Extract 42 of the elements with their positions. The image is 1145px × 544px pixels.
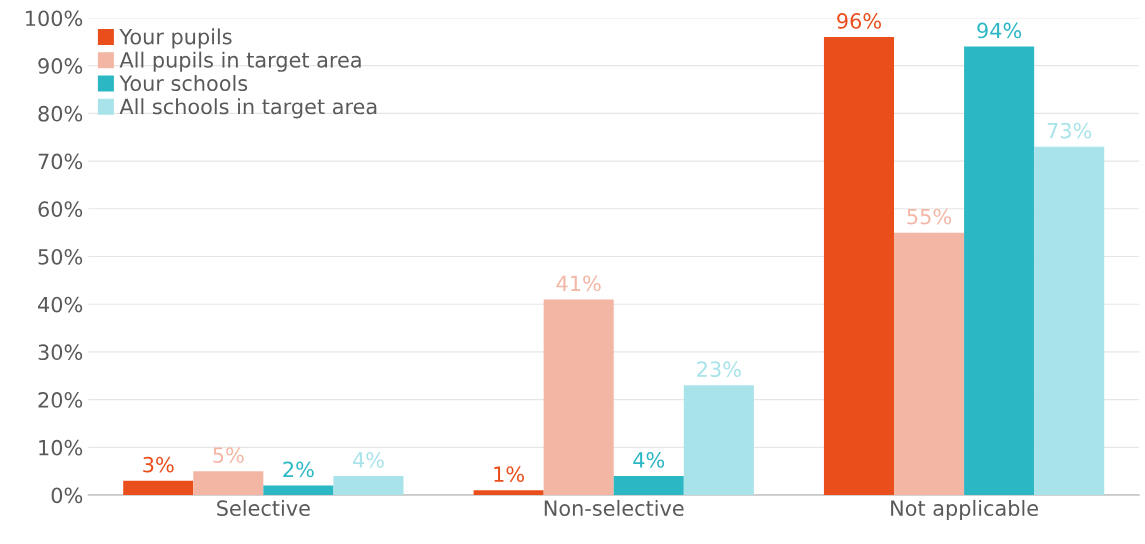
y-tick-label: 30% bbox=[38, 344, 83, 361]
bar bbox=[964, 46, 1035, 496]
bar bbox=[333, 475, 404, 496]
bar bbox=[123, 480, 194, 496]
data-label: 1% bbox=[494, 466, 524, 483]
y-tick-label: 0% bbox=[51, 487, 83, 504]
y-tick-label: 90% bbox=[38, 58, 83, 74]
data-label: 23% bbox=[697, 361, 741, 378]
legend-label: All schools in target area bbox=[119, 98, 377, 119]
bar bbox=[473, 490, 544, 496]
data-label: 5% bbox=[213, 447, 244, 463]
bar bbox=[193, 471, 264, 496]
bar bbox=[1034, 146, 1105, 496]
y-tick-label: 80% bbox=[38, 105, 83, 122]
y-tick-label: 70% bbox=[38, 153, 83, 170]
x-tick-label: Non-selective bbox=[544, 499, 684, 517]
data-label: 73% bbox=[1047, 122, 1092, 139]
bar bbox=[263, 485, 334, 496]
y-tick-label: 20% bbox=[38, 392, 83, 408]
bar bbox=[683, 385, 754, 496]
data-label: 4% bbox=[633, 451, 665, 468]
data-label: 2% bbox=[283, 461, 314, 478]
bar bbox=[894, 232, 965, 496]
y-tick-label: 60% bbox=[38, 201, 83, 217]
legend-label: All pupils in target area bbox=[119, 51, 361, 72]
y-tick-label: 10% bbox=[39, 439, 83, 456]
y-tick-label: 100% bbox=[26, 10, 83, 27]
data-label: 4% bbox=[352, 451, 384, 468]
bar bbox=[543, 299, 614, 496]
bar bbox=[613, 475, 684, 496]
y-tick-label: 40% bbox=[38, 296, 83, 313]
data-label: 3% bbox=[143, 456, 174, 473]
data-label: 41% bbox=[556, 275, 601, 292]
legend-label: Your pupils bbox=[119, 28, 232, 49]
data-label: 96% bbox=[837, 13, 881, 29]
legend-label: Your schools bbox=[119, 74, 248, 92]
data-label: 55% bbox=[907, 208, 952, 225]
x-tick-label: Selective bbox=[217, 499, 310, 517]
bar bbox=[823, 37, 895, 496]
x-tick-label: Not applicable bbox=[891, 499, 1038, 521]
y-tick-label: 50% bbox=[38, 248, 83, 265]
data-label: 94% bbox=[977, 22, 1022, 39]
